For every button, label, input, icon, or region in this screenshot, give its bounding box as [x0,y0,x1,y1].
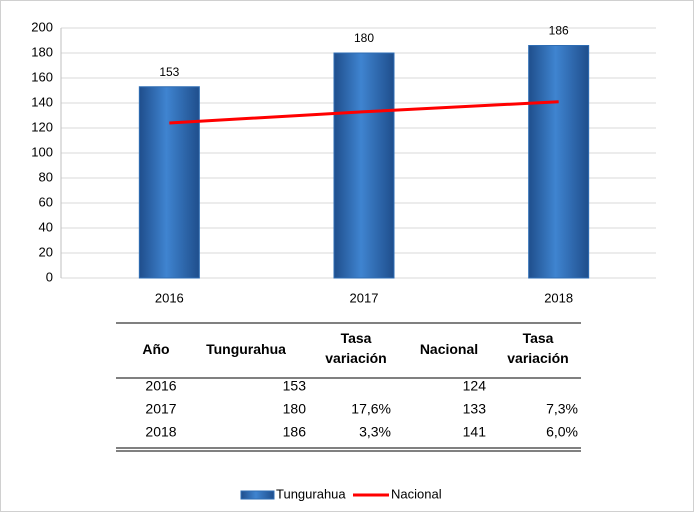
table-cell: 3,3% [359,424,391,440]
table-cell: 7,3% [546,401,578,417]
table-cell: 180 [283,401,307,417]
legend-swatch [240,490,275,500]
y-tick-label: 0 [46,269,53,284]
table-cell: 153 [283,378,307,394]
table-cell: 17,6% [351,401,391,417]
y-tick-label: 80 [39,169,53,184]
table-cell: 141 [463,424,487,440]
table-header: Nacional [419,341,479,357]
y-tick-label: 20 [39,244,53,259]
table-cell: 133 [463,401,487,417]
table-header: Tungurahua [206,341,286,357]
data-label: 186 [549,24,569,38]
table-cell: 186 [283,424,307,440]
y-tick-label: 200 [31,19,53,34]
x-tick-label: 2017 [350,290,379,305]
legend-label: Tungurahua [276,486,346,501]
y-tick-label: 180 [31,44,53,59]
table-header: Año [142,341,170,357]
x-tick-label: 2016 [155,290,184,305]
y-tick-label: 140 [31,94,53,109]
table-cell: 6,0% [546,424,578,440]
table-cell: 2016 [145,378,176,394]
table-cell: 124 [463,378,487,394]
bar [333,52,395,279]
y-tick-label: 120 [31,119,53,134]
bar [528,45,590,279]
table-cell: 2017 [145,401,176,417]
y-tick-label: 60 [39,194,53,209]
line [169,100,559,125]
data-label: 180 [354,31,374,45]
table-header: Tasa variación [325,330,387,366]
y-tick-label: 40 [39,219,53,234]
y-tick-label: 100 [31,144,53,159]
table-header: Tasa variación [507,330,569,366]
bar [138,86,200,279]
data-label: 153 [159,65,179,79]
x-tick-label: 2018 [544,290,573,305]
table-cell: 2018 [145,424,176,440]
legend-label: Nacional [391,486,442,501]
y-tick-label: 160 [31,69,53,84]
